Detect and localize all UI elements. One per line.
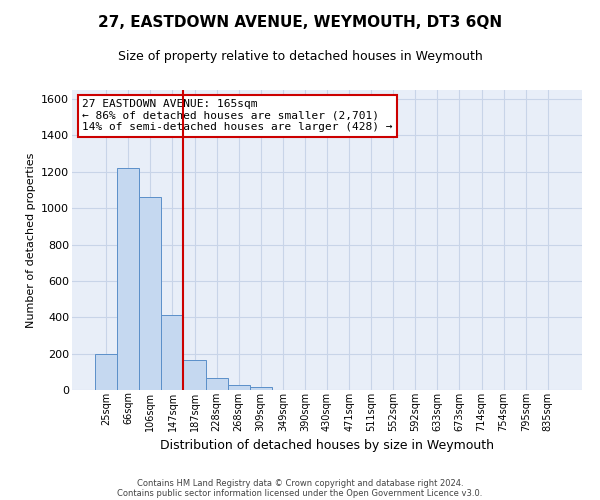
Text: Size of property relative to detached houses in Weymouth: Size of property relative to detached ho… [118, 50, 482, 63]
Text: Contains HM Land Registry data © Crown copyright and database right 2024.: Contains HM Land Registry data © Crown c… [137, 478, 463, 488]
Bar [117, 168, 139, 390]
Bar [250, 388, 272, 390]
Bar [161, 316, 184, 390]
Bar [227, 385, 250, 390]
Y-axis label: Number of detached properties: Number of detached properties [26, 152, 35, 328]
Text: 27, EASTDOWN AVENUE, WEYMOUTH, DT3 6QN: 27, EASTDOWN AVENUE, WEYMOUTH, DT3 6QN [98, 15, 502, 30]
Text: Contains public sector information licensed under the Open Government Licence v3: Contains public sector information licen… [118, 488, 482, 498]
Bar [184, 360, 206, 390]
X-axis label: Distribution of detached houses by size in Weymouth: Distribution of detached houses by size … [160, 439, 494, 452]
Text: 27 EASTDOWN AVENUE: 165sqm
← 86% of detached houses are smaller (2,701)
14% of s: 27 EASTDOWN AVENUE: 165sqm ← 86% of deta… [82, 99, 392, 132]
Bar [139, 198, 161, 390]
Bar [95, 354, 117, 390]
Bar [206, 378, 227, 390]
